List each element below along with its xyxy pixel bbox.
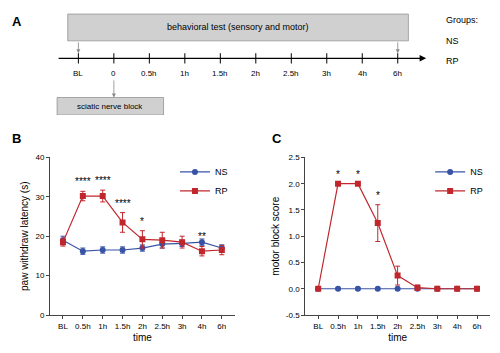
svg-text:6h: 6h [393, 69, 402, 78]
svg-text:0.5h: 0.5h [141, 69, 157, 78]
svg-text:****: **** [95, 175, 111, 186]
svg-text:40: 40 [35, 153, 44, 162]
svg-text:4h: 4h [453, 322, 462, 331]
svg-text:10: 10 [35, 271, 44, 280]
svg-text:1h: 1h [98, 322, 107, 331]
svg-text:0.5: 0.5 [288, 258, 300, 267]
svg-text:B: B [12, 131, 21, 146]
svg-text:RP: RP [215, 186, 228, 196]
svg-text:****: **** [75, 176, 91, 187]
svg-text:*: * [336, 169, 340, 180]
svg-text:0.5h: 0.5h [330, 322, 346, 331]
svg-text:2.0: 2.0 [288, 180, 300, 189]
svg-text:**: ** [198, 231, 206, 242]
svg-text:behavioral test (sensory and m: behavioral test (sensory and motor) [167, 22, 309, 32]
svg-text:2.5h: 2.5h [154, 322, 170, 331]
svg-text:-0.5: -0.5 [286, 311, 300, 320]
svg-text:*: * [376, 190, 380, 201]
svg-text:*: * [356, 169, 360, 180]
svg-text:2h: 2h [251, 69, 260, 78]
svg-text:6h: 6h [473, 322, 482, 331]
svg-text:BL: BL [73, 69, 83, 78]
svg-text:20: 20 [35, 232, 44, 241]
svg-text:NS: NS [215, 167, 228, 177]
svg-text:2h: 2h [138, 322, 147, 331]
svg-text:2h: 2h [393, 322, 402, 331]
svg-text:*: * [140, 216, 144, 227]
svg-text:2.5: 2.5 [288, 153, 300, 162]
svg-text:BL: BL [313, 322, 323, 331]
svg-text:1.5h: 1.5h [115, 322, 131, 331]
svg-text:1h: 1h [180, 69, 189, 78]
svg-text:0.0: 0.0 [288, 285, 300, 294]
svg-text:3h: 3h [178, 322, 187, 331]
svg-text:time: time [133, 332, 152, 343]
svg-text:1.5h: 1.5h [370, 322, 386, 331]
svg-text:time: time [388, 332, 407, 343]
svg-text:sciatic nerve block: sciatic nerve block [77, 102, 143, 111]
svg-text:0: 0 [40, 311, 45, 320]
svg-text:3h: 3h [322, 69, 331, 78]
svg-text:1.0: 1.0 [288, 232, 300, 241]
svg-text:6h: 6h [217, 322, 226, 331]
svg-text:Groups:: Groups: [446, 15, 478, 25]
svg-text:A: A [12, 14, 22, 29]
svg-text:0: 0 [111, 69, 116, 78]
svg-text:2.5h: 2.5h [410, 322, 426, 331]
svg-text:NS: NS [470, 167, 483, 177]
svg-text:1.5h: 1.5h [212, 69, 228, 78]
svg-text:RP: RP [470, 186, 483, 196]
svg-text:4h: 4h [358, 69, 367, 78]
svg-text:paw withdraw latency (s): paw withdraw latency (s) [19, 181, 30, 290]
svg-text:motor block score: motor block score [270, 196, 281, 275]
svg-text:****: **** [115, 198, 131, 209]
svg-text:2.5h: 2.5h [283, 69, 299, 78]
svg-text:1h: 1h [353, 322, 362, 331]
svg-text:BL: BL [58, 322, 68, 331]
svg-text:1.5: 1.5 [288, 206, 300, 215]
svg-text:0.5h: 0.5h [75, 322, 91, 331]
svg-text:NS: NS [446, 36, 459, 46]
svg-text:C: C [272, 131, 282, 146]
svg-text:3h: 3h [433, 322, 442, 331]
svg-text:4h: 4h [198, 322, 207, 331]
svg-text:RP: RP [446, 56, 459, 66]
svg-text:30: 30 [35, 193, 44, 202]
